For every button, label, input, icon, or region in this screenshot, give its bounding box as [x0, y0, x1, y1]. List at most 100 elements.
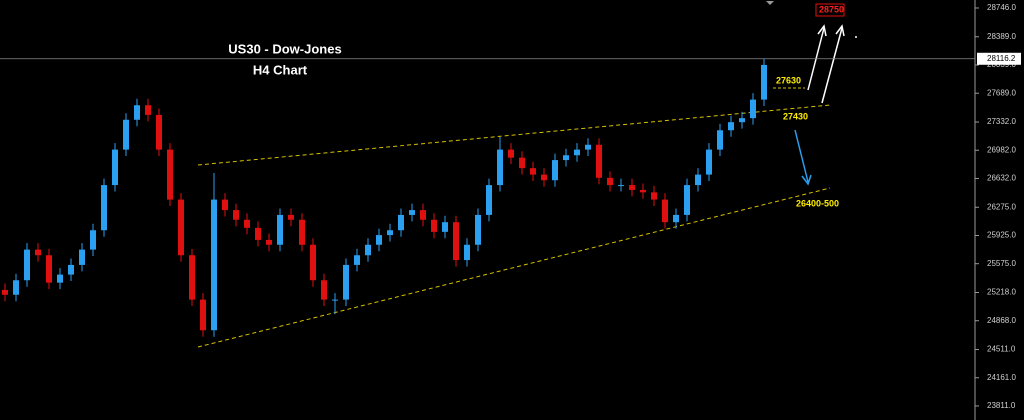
candle-body	[387, 230, 393, 236]
candle-body	[519, 157, 525, 169]
upper-trendline	[197, 104, 831, 166]
candle-body	[695, 174, 701, 186]
candle-body	[211, 199, 217, 331]
y-tick-label: 25575.0	[987, 259, 1016, 268]
candle-body	[706, 149, 712, 175]
candle-body	[112, 149, 118, 186]
candle-body	[57, 274, 63, 283]
lower-trendline	[197, 187, 831, 348]
candle-body	[618, 185, 624, 187]
candle-body	[244, 219, 250, 228]
candle-body	[321, 280, 327, 300]
candle-body	[739, 118, 745, 123]
candle-body	[585, 144, 591, 150]
y-tick-label: 28746.0	[987, 3, 1016, 12]
candle-body	[541, 174, 547, 181]
candle-body	[145, 105, 151, 115]
candle-body	[343, 264, 349, 300]
candle-body	[607, 177, 613, 186]
candle-body	[156, 114, 162, 150]
chart-title: US30 - Dow-Jones	[228, 41, 341, 56]
down-arrow	[794, 129, 812, 186]
candle-body	[761, 64, 767, 100]
annotation: 26400-500	[796, 198, 839, 208]
candle-body	[233, 210, 239, 220]
candle-body	[717, 130, 723, 150]
candle-body	[255, 227, 261, 240]
y-tick-label: 27689.0	[987, 88, 1016, 97]
candle-body	[629, 185, 635, 190]
annotation: 28750	[819, 4, 844, 14]
candle-body	[662, 199, 668, 223]
candle-body	[640, 189, 646, 193]
y-tick-label: 24868.0	[987, 316, 1016, 325]
candle-body	[222, 199, 228, 211]
candle-body	[266, 239, 272, 245]
candle-body	[530, 168, 536, 175]
candle-body	[596, 144, 602, 178]
candle-body	[673, 214, 679, 223]
y-tick-label: 23811.0	[987, 401, 1016, 410]
candle-body	[101, 185, 107, 231]
dot	[855, 36, 857, 38]
y-tick-label: 26632.0	[987, 174, 1016, 183]
candle-body	[552, 160, 558, 181]
candle-body	[376, 235, 382, 245]
candle-body	[354, 255, 360, 265]
candle-body	[651, 192, 657, 200]
candle-body	[420, 210, 426, 220]
chart-subtitle: H4 Chart	[253, 62, 308, 77]
candle-body	[167, 149, 173, 200]
candle-body	[189, 255, 195, 300]
annotation: 27630	[776, 75, 801, 85]
candle-body	[365, 244, 371, 256]
candle-body	[464, 244, 470, 261]
y-tick-label: 24511.0	[987, 345, 1016, 354]
candle-body	[684, 185, 690, 215]
candle-body	[68, 264, 74, 275]
candle-body	[90, 230, 96, 250]
shift-marker	[766, 1, 774, 5]
candle-body	[13, 280, 19, 295]
candle-body	[728, 122, 734, 131]
candle-body	[134, 105, 140, 120]
candle-body	[299, 219, 305, 245]
y-tick-label: 26275.0	[987, 202, 1016, 211]
candle-body	[508, 149, 514, 158]
candle-body	[79, 249, 85, 265]
candle-body	[310, 244, 316, 281]
candle-body	[332, 299, 338, 301]
candle-body	[24, 249, 30, 281]
candle-body	[398, 214, 404, 231]
y-tick-label: 24161.0	[987, 373, 1016, 382]
candle-body	[497, 149, 503, 186]
candle-body	[178, 199, 184, 256]
candle-body	[409, 210, 415, 215]
last-price-label: 28116.2	[987, 54, 1016, 63]
candle-body	[2, 289, 8, 295]
y-tick-label: 27332.0	[987, 117, 1016, 126]
annotation: 27430	[783, 111, 808, 121]
y-tick-label: 25218.0	[987, 288, 1016, 297]
candle-body	[277, 214, 283, 245]
candle-body	[475, 214, 481, 245]
y-tick-label: 25925.0	[987, 231, 1016, 240]
candle-body	[442, 222, 448, 232]
candle-body	[46, 255, 52, 283]
candle-body	[563, 155, 569, 161]
candle-body	[123, 119, 129, 150]
candle-body	[35, 249, 41, 256]
candle-body	[486, 185, 492, 215]
candle-body	[431, 219, 437, 232]
candle-body	[574, 149, 580, 156]
target-box	[815, 3, 845, 17]
candle-body	[453, 222, 459, 261]
candle-body	[750, 99, 756, 119]
y-tick-label: 28389.0	[987, 32, 1016, 41]
y-tick-label: 26982.0	[987, 145, 1016, 154]
candle-body	[200, 299, 206, 331]
last-price-box	[977, 52, 1021, 65]
